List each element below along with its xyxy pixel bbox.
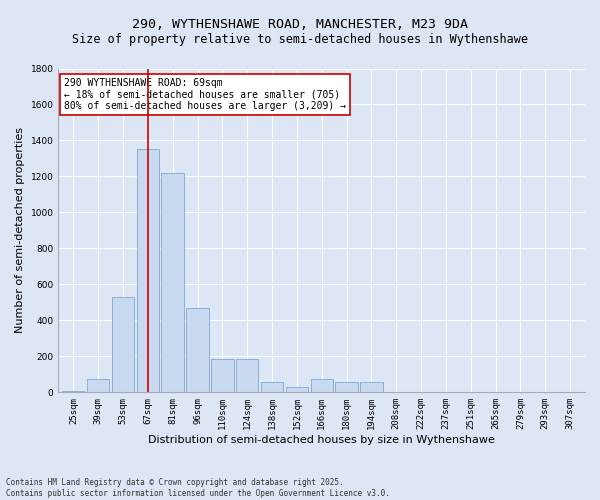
Bar xyxy=(87,379,109,392)
Bar xyxy=(137,150,159,392)
Bar xyxy=(112,297,134,392)
Bar xyxy=(360,382,383,392)
Bar xyxy=(161,173,184,392)
Text: 290, WYTHENSHAWE ROAD, MANCHESTER, M23 9DA: 290, WYTHENSHAWE ROAD, MANCHESTER, M23 9… xyxy=(132,18,468,30)
Bar xyxy=(286,387,308,392)
Y-axis label: Number of semi-detached properties: Number of semi-detached properties xyxy=(15,128,25,334)
Bar xyxy=(311,379,333,392)
Text: 290 WYTHENSHAWE ROAD: 69sqm
← 18% of semi-detached houses are smaller (705)
80% : 290 WYTHENSHAWE ROAD: 69sqm ← 18% of sem… xyxy=(64,78,346,112)
Text: Size of property relative to semi-detached houses in Wythenshawe: Size of property relative to semi-detach… xyxy=(72,32,528,46)
Bar xyxy=(211,359,233,392)
X-axis label: Distribution of semi-detached houses by size in Wythenshawe: Distribution of semi-detached houses by … xyxy=(148,435,495,445)
Bar xyxy=(261,382,283,392)
Bar xyxy=(236,359,259,392)
Text: Contains HM Land Registry data © Crown copyright and database right 2025.
Contai: Contains HM Land Registry data © Crown c… xyxy=(6,478,390,498)
Bar xyxy=(62,390,85,392)
Bar xyxy=(187,308,209,392)
Bar xyxy=(335,382,358,392)
